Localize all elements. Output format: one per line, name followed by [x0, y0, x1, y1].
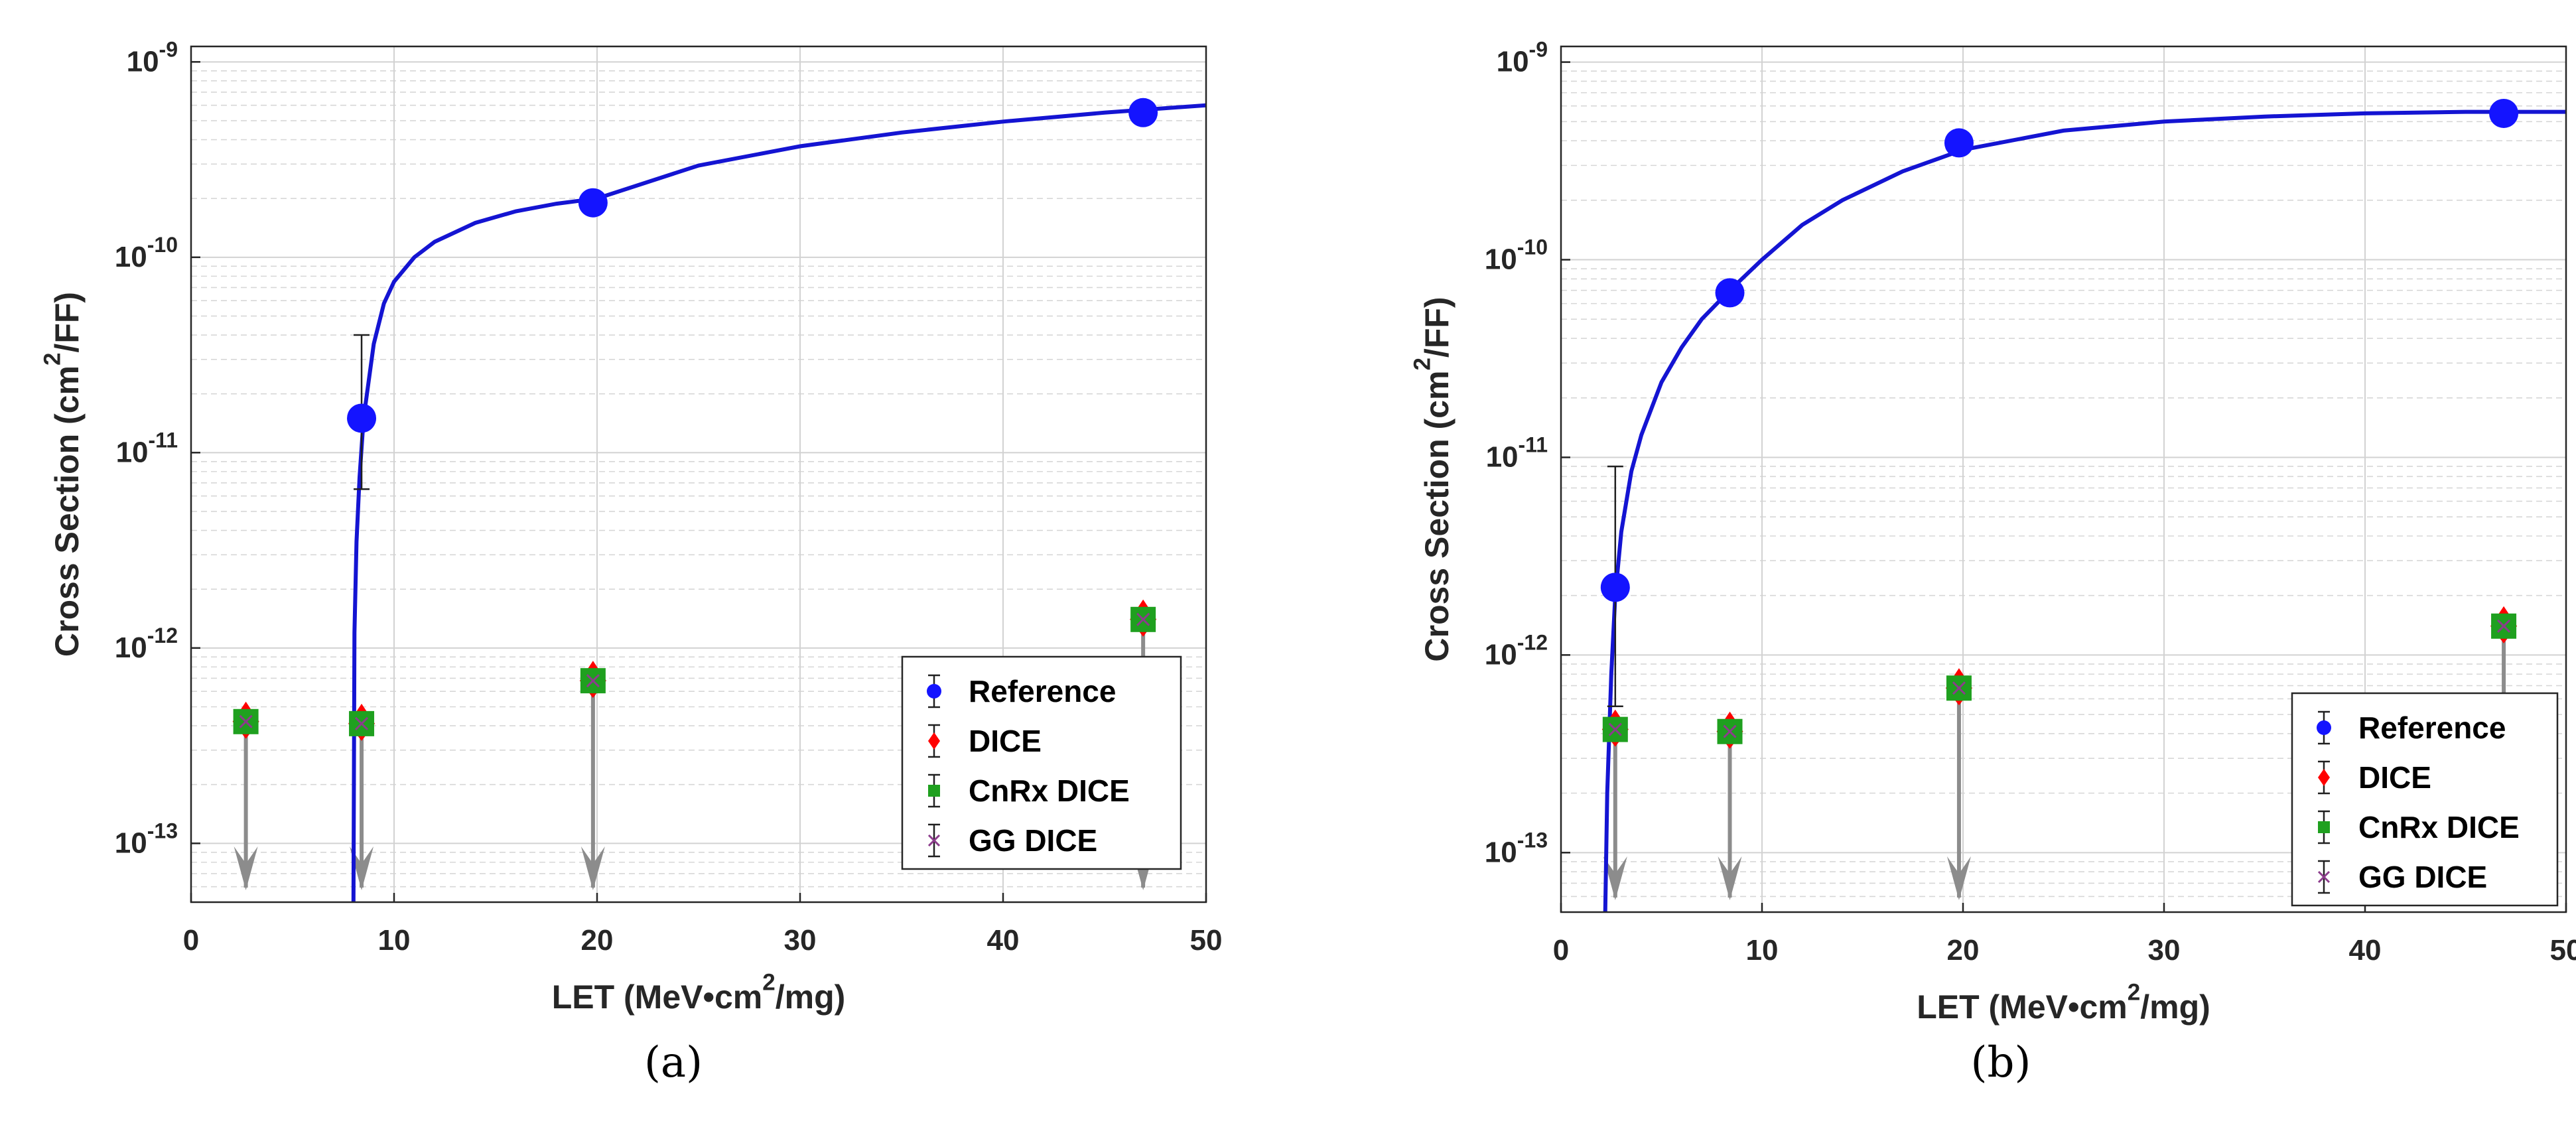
y-axis-label: Cross Section (cm2/FF) — [40, 292, 86, 657]
axes-box — [190, 45, 1207, 903]
y-tick-label: 10-11 — [1486, 433, 1548, 473]
legend-label: GG DICE — [969, 823, 1097, 858]
reference-point — [347, 403, 377, 433]
legend-label: GG DICE — [2358, 860, 2487, 894]
y-tick-label: 10-12 — [1485, 630, 1548, 671]
legend-marker-gg-dice — [2317, 870, 2331, 884]
reference-point — [2489, 98, 2519, 128]
x-tick-label: 10 — [1746, 934, 1779, 967]
grid — [1561, 46, 2566, 912]
legend-label: DICE — [2358, 760, 2431, 795]
y-tick-label: 10-9 — [127, 37, 178, 78]
x-tick-label: 30 — [784, 924, 817, 957]
gg-dice-point — [1952, 681, 1966, 695]
gg-dice-point — [2497, 619, 2511, 633]
fit-curve-reference — [351, 103, 1206, 902]
panel-label-b: (b) — [1970, 1038, 2031, 1087]
legend-marker-reference — [927, 684, 941, 699]
y-tick-label: 10-13 — [1485, 828, 1548, 868]
x-tick-label: 20 — [1947, 934, 1980, 967]
axes-box — [1560, 45, 2567, 913]
legend-box — [901, 655, 1182, 870]
x-tick-label: 40 — [2349, 934, 2382, 967]
reference-point — [1944, 128, 1974, 158]
gg-dice-point — [1723, 724, 1737, 738]
chart-panel-a: 0 10 20 30 40 50 10-13 10-12 10-11 10-10 10-9 LET (… — [0, 0, 1260, 1137]
legend-marker-reference — [2317, 720, 2331, 735]
y-tick-label: 10-13 — [115, 819, 178, 859]
legend-marker-cnrx-dice — [928, 785, 940, 797]
x-axis-label: LET (MeV•cm2/mg) — [552, 970, 846, 1016]
data-markers — [232, 98, 1158, 741]
fit-curve-reference — [1603, 109, 2566, 912]
legend-label: CnRx DICE — [2358, 810, 2520, 844]
y-axis-label: Cross Section (cm2/FF) — [1410, 297, 1456, 661]
gg-dice-point — [586, 674, 600, 688]
gg-dice-point — [1608, 722, 1622, 736]
gg-dice-point — [1136, 612, 1150, 626]
y-tick-label: 10-12 — [115, 624, 178, 664]
legend-marker-cnrx-dice — [2318, 821, 2330, 833]
gg-dice-point — [354, 716, 369, 730]
y-tick-label: 10-9 — [1497, 38, 1548, 78]
reference-point — [1600, 572, 1630, 602]
upper-limit-arrow-head — [234, 846, 258, 890]
gg-dice-point — [239, 714, 253, 728]
x-axis-label: LET (MeV•cm2/mg) — [1917, 980, 2210, 1026]
x-tick-label: 50 — [2550, 934, 2576, 967]
y-tick-label: 10-10 — [1485, 235, 1548, 276]
upper-limit-arrow-head — [1603, 856, 1627, 900]
data-markers — [1600, 98, 2519, 749]
chart-panel-b: 0 10 20 30 40 50 10-13 10-12 10-11 10-10 10-9 LET (… — [1316, 0, 2576, 1137]
chart-a-svg: 0 10 20 30 40 50 10-13 10-12 10-11 10-10 10-9 LET (… — [40, 37, 1223, 1016]
x-tick-label: 10 — [378, 924, 411, 957]
legend-marker-dice — [928, 732, 940, 750]
legend-label: DICE — [969, 724, 1042, 758]
x-tick-label: 50 — [1190, 924, 1223, 957]
y-tick-label: 10-11 — [116, 428, 178, 468]
x-tick-label: 30 — [2148, 934, 2181, 967]
chart-b-svg: 0 10 20 30 40 50 10-13 10-12 10-11 10-10 10-9 LET (… — [1410, 38, 2576, 1026]
y-tick-label: 10-10 — [115, 233, 178, 273]
legend-label: Reference — [969, 674, 1116, 708]
panel-label-a: (a) — [644, 1038, 703, 1087]
legend-label: CnRx DICE — [969, 773, 1130, 808]
x-tick-label: 20 — [581, 924, 614, 957]
legend-marker-dice — [2318, 769, 2330, 786]
reference-point — [1128, 98, 1158, 127]
x-tick-label: 0 — [183, 924, 199, 957]
upper-limit-arrow-head — [1946, 856, 1971, 900]
x-tick-label: 40 — [987, 924, 1020, 957]
legend-box — [2291, 692, 2559, 907]
reference-point — [1715, 278, 1745, 308]
legend-marker-gg-dice — [927, 834, 941, 847]
upper-limit-arrow-head — [1718, 856, 1742, 900]
upper-limit-arrow-head — [580, 846, 605, 890]
x-tick-label: 0 — [1553, 934, 1569, 967]
reference-point — [578, 188, 608, 218]
legend-label: Reference — [2358, 710, 2506, 745]
